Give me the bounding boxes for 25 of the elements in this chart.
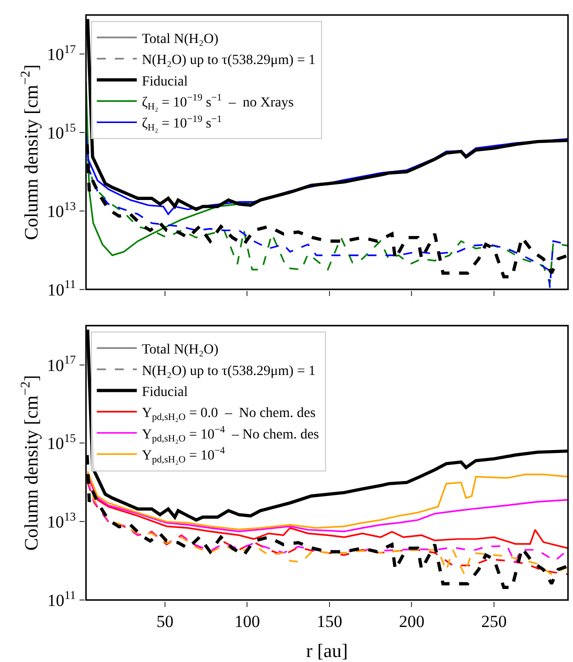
legend-label: Y$_{pd,sH₂O}$ = 10$^{−4}$ – No chem. des xyxy=(142,424,320,444)
legend-label: N(H₂O) up to τ(538.29μm) = 1 xyxy=(142,364,316,379)
legend-label: Y$_{pd,sH₂O}$ = 10$^{−4}$ xyxy=(142,446,225,466)
x-tick-label: 100 xyxy=(234,612,260,632)
x-tick-label: 200 xyxy=(398,612,424,632)
legend-label: N(H₂O) up to τ(538.29μm) = 1 xyxy=(142,53,316,68)
legend-label: ζ$_{H₂}$ = 10$^{−19}$ s$^{−1}$ xyxy=(142,114,222,134)
x-tick-label: 250 xyxy=(481,612,507,632)
y-tick-label: 10$^{13}$ xyxy=(46,198,76,221)
legend-label: ζ$_{H₂}$ = 10$^{−19}$ s$^{−1}$ – no Xrays xyxy=(142,92,294,112)
y-tick-label: 10$^{11}$ xyxy=(47,277,76,300)
y-tick-label: 10$^{13}$ xyxy=(46,509,76,532)
x-tick-label: 150 xyxy=(316,612,342,632)
y-tick-label: 10$^{17}$ xyxy=(46,42,76,64)
x-axis-title: r [au] xyxy=(306,641,348,662)
legend-label: Fiducial xyxy=(142,384,188,400)
y-tick-label: 10$^{11}$ xyxy=(47,588,76,610)
legend-label: Y$_{pd,sH₂O}$ = 0.0 – No chem. des xyxy=(142,406,316,424)
y-tick-label: 10$^{15}$ xyxy=(46,120,76,143)
y-tick-label: 10$^{15}$ xyxy=(46,431,76,454)
y-tick-label: 10$^{17}$ xyxy=(46,352,76,375)
legend-label: Total N(H₂O) xyxy=(142,342,219,358)
x-tick-label: 50 xyxy=(156,612,174,632)
legend-label: Total N(H₂O) xyxy=(142,32,219,47)
legend-label: Fiducial xyxy=(142,74,188,90)
